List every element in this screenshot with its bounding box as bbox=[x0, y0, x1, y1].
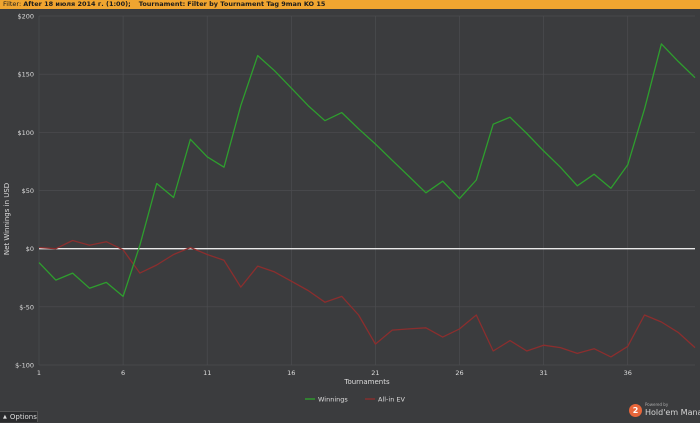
powered-by-text: Powered by bbox=[645, 402, 669, 407]
y-tick-label: $0 bbox=[26, 245, 34, 253]
triangle-up-icon: ▲ bbox=[3, 414, 7, 420]
y-tick-label: $100 bbox=[17, 129, 34, 137]
brand-logo: 2 Powered by Hold'em Manager bbox=[629, 402, 700, 420]
chart-series bbox=[38, 43, 696, 358]
filter-label: Filter: bbox=[3, 0, 22, 8]
x-tick-label: 31 bbox=[539, 369, 547, 377]
chart-grid bbox=[38, 15, 695, 366]
options-button[interactable]: ▲ Options bbox=[0, 411, 38, 422]
y-tick-label: $-100 bbox=[15, 362, 34, 370]
x-tick-label: 1 bbox=[37, 369, 41, 377]
series-line-all-in-ev bbox=[38, 239, 696, 358]
filter-tournament-label: Tournament: bbox=[138, 0, 186, 8]
x-tick-label: 21 bbox=[371, 369, 379, 377]
series-line-winnings bbox=[38, 43, 696, 298]
chart-legend: Winnings All-in EV bbox=[305, 395, 406, 403]
x-axis-label: Tournaments bbox=[343, 378, 390, 386]
options-label: Options bbox=[9, 413, 37, 421]
y-tick-label: $-50 bbox=[19, 303, 34, 311]
x-tick-label: 36 bbox=[624, 369, 632, 377]
x-tick-label: 11 bbox=[203, 369, 211, 377]
legend-label: All-in EV bbox=[378, 395, 406, 403]
filter-date-value: After 18 июля 2014 г. (1:00); bbox=[23, 0, 131, 8]
filter-tournament-value: Filter by Tournament Tag 9man KO 15 bbox=[187, 0, 326, 8]
winnings-graph: 1 6 11 16 21 26 31 36$200$150$100$50$0$-50$-100… bbox=[3, 13, 696, 403]
y-tick-label: $50 bbox=[22, 187, 34, 195]
legend-label: Winnings bbox=[318, 395, 348, 403]
brand-name: Hold'em Manager bbox=[645, 408, 700, 417]
hem-logo-icon: 2 bbox=[629, 404, 642, 417]
y-tick-label: $200 bbox=[17, 13, 34, 21]
x-tick-label: 6 bbox=[121, 369, 125, 377]
filter-bar: Filter: After 18 июля 2014 г. (1:00); To… bbox=[0, 0, 700, 9]
chart-axes: 1 6 11 16 21 26 31 36$200$150$100$50$0$-50$-100 bbox=[15, 13, 695, 377]
y-tick-label: $150 bbox=[17, 71, 34, 79]
y-axis-label: Net Winnings in USD bbox=[3, 183, 11, 255]
x-tick-label: 16 bbox=[287, 369, 295, 377]
x-tick-label: 26 bbox=[455, 369, 463, 377]
